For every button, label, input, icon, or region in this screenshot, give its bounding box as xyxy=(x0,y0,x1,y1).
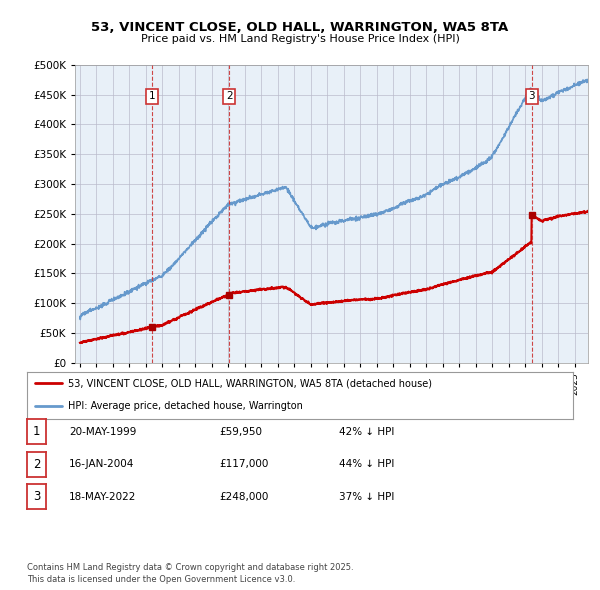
Text: 3: 3 xyxy=(528,91,535,101)
Text: £117,000: £117,000 xyxy=(219,460,268,469)
Text: 53, VINCENT CLOSE, OLD HALL, WARRINGTON, WA5 8TA: 53, VINCENT CLOSE, OLD HALL, WARRINGTON,… xyxy=(91,21,509,34)
Text: 2: 2 xyxy=(33,458,40,471)
Text: 16-JAN-2004: 16-JAN-2004 xyxy=(69,460,134,469)
Text: 37% ↓ HPI: 37% ↓ HPI xyxy=(339,492,394,502)
Text: 44% ↓ HPI: 44% ↓ HPI xyxy=(339,460,394,469)
Text: 2: 2 xyxy=(226,91,232,101)
Text: Contains HM Land Registry data © Crown copyright and database right 2025.
This d: Contains HM Land Registry data © Crown c… xyxy=(27,563,353,584)
Text: 20-MAY-1999: 20-MAY-1999 xyxy=(69,427,136,437)
Text: Price paid vs. HM Land Registry's House Price Index (HPI): Price paid vs. HM Land Registry's House … xyxy=(140,34,460,44)
Text: 1: 1 xyxy=(33,425,40,438)
Text: 42% ↓ HPI: 42% ↓ HPI xyxy=(339,427,394,437)
Text: 1: 1 xyxy=(149,91,155,101)
Text: £59,950: £59,950 xyxy=(219,427,262,437)
Text: 53, VINCENT CLOSE, OLD HALL, WARRINGTON, WA5 8TA (detached house): 53, VINCENT CLOSE, OLD HALL, WARRINGTON,… xyxy=(68,379,432,388)
Text: HPI: Average price, detached house, Warrington: HPI: Average price, detached house, Warr… xyxy=(68,401,303,411)
Text: 18-MAY-2022: 18-MAY-2022 xyxy=(69,492,136,502)
Text: 3: 3 xyxy=(33,490,40,503)
Text: £248,000: £248,000 xyxy=(219,492,268,502)
